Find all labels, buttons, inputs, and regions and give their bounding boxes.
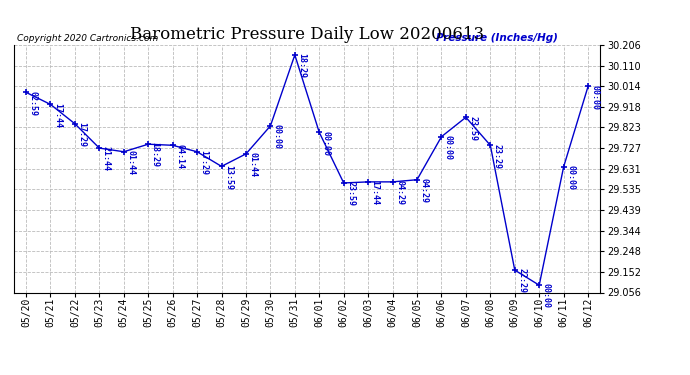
Text: 04:29: 04:29 — [395, 180, 404, 205]
Text: 23:59: 23:59 — [469, 116, 477, 141]
Text: 17:44: 17:44 — [53, 103, 62, 128]
Text: 21:44: 21:44 — [102, 146, 111, 171]
Title: Barometric Pressure Daily Low 20200613: Barometric Pressure Daily Low 20200613 — [130, 27, 484, 44]
Text: 00:00: 00:00 — [273, 124, 282, 149]
Text: 00:00: 00:00 — [566, 165, 575, 190]
Text: 00:00: 00:00 — [591, 85, 600, 109]
Text: 17:29: 17:29 — [77, 122, 86, 147]
Text: 04:29: 04:29 — [420, 178, 428, 203]
Text: 18:29: 18:29 — [297, 53, 306, 78]
Text: 00:00: 00:00 — [444, 135, 453, 160]
Text: Copyright 2020 Cartronics.com: Copyright 2020 Cartronics.com — [17, 33, 158, 42]
Text: 01:44: 01:44 — [126, 150, 135, 175]
Text: 13:59: 13:59 — [224, 165, 233, 190]
Text: 00:00: 00:00 — [322, 130, 331, 156]
Text: 04:14: 04:14 — [175, 144, 184, 169]
Text: 01:44: 01:44 — [248, 152, 257, 177]
Text: 22:29: 22:29 — [518, 268, 526, 293]
Text: Pressure (Inches/Hg): Pressure (Inches/Hg) — [436, 33, 558, 42]
Text: 23:29: 23:29 — [493, 144, 502, 169]
Text: 02:59: 02:59 — [28, 91, 37, 116]
Text: 23:59: 23:59 — [346, 181, 355, 206]
Text: 00:00: 00:00 — [542, 284, 551, 309]
Text: 17:44: 17:44 — [371, 180, 380, 205]
Text: 18:29: 18:29 — [150, 142, 159, 168]
Text: 17:29: 17:29 — [199, 150, 208, 175]
